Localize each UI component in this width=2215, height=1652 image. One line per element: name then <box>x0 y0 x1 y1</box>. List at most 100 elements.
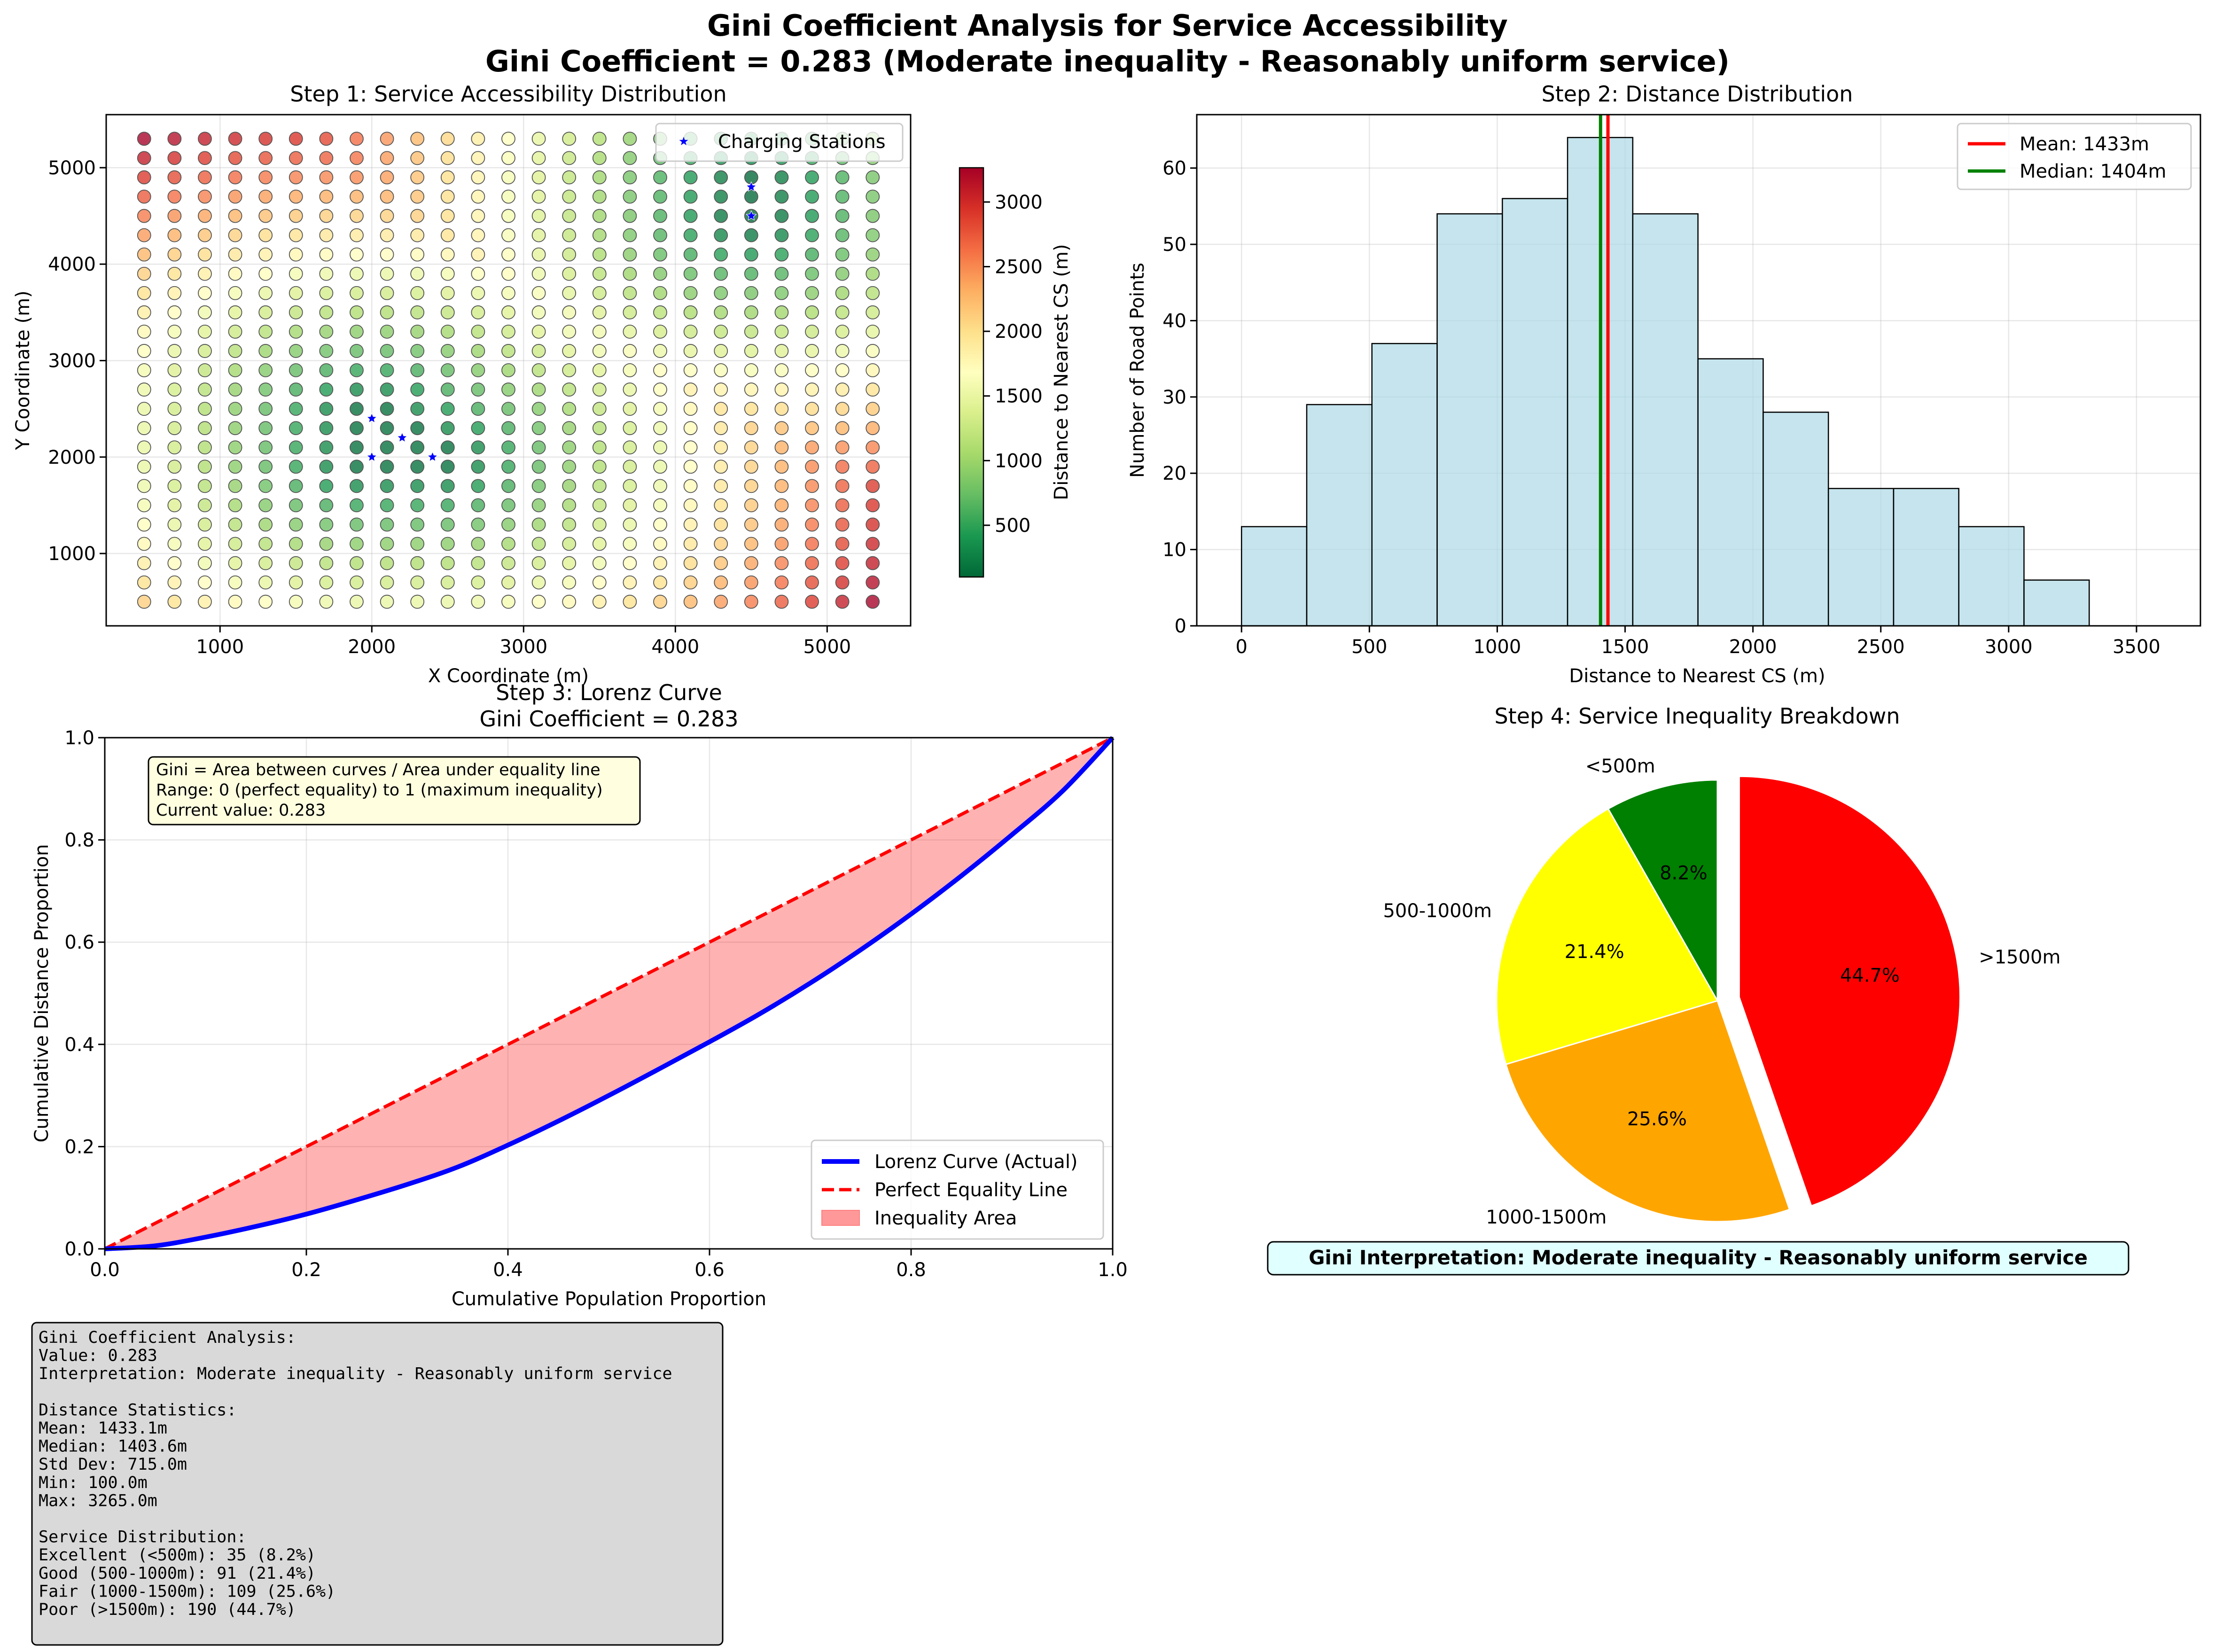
road-point <box>198 189 212 204</box>
road-point <box>562 594 577 609</box>
histogram-y-tick-label: 20 <box>1162 463 1186 484</box>
road-point <box>137 132 151 146</box>
road-point <box>744 324 758 339</box>
road-point <box>228 460 242 474</box>
area-legend-label: Inequality Area <box>874 1208 1017 1229</box>
road-point <box>319 575 334 590</box>
road-point <box>866 189 880 204</box>
road-point <box>714 305 728 319</box>
road-point <box>319 556 334 570</box>
road-point <box>774 421 789 436</box>
road-point <box>744 460 758 474</box>
road-point <box>501 479 515 493</box>
road-point <box>350 286 364 300</box>
road-point <box>866 556 880 570</box>
road-point <box>137 517 151 532</box>
road-point <box>137 498 151 513</box>
road-point <box>805 440 819 455</box>
road-point <box>137 209 151 223</box>
road-point <box>653 266 667 281</box>
road-point <box>562 537 577 551</box>
road-point <box>410 132 425 146</box>
road-point <box>866 498 880 513</box>
road-point <box>531 132 546 146</box>
road-point <box>562 344 577 358</box>
road-point <box>350 382 364 397</box>
road-point <box>198 266 212 281</box>
pie-category-label: 500-1000m <box>1383 900 1492 922</box>
road-point <box>410 517 425 532</box>
road-point <box>835 440 850 455</box>
road-point <box>137 286 151 300</box>
colorbar-tick-label: 1500 <box>995 386 1043 407</box>
road-point <box>410 189 425 204</box>
road-point <box>683 247 698 262</box>
road-point <box>683 479 698 493</box>
road-point <box>350 344 364 358</box>
histogram-x-tick-label: 2000 <box>1729 636 1777 658</box>
road-point <box>167 247 182 262</box>
road-point <box>744 575 758 590</box>
road-point <box>289 228 303 242</box>
colorbar-tick-label: 3000 <box>995 192 1043 213</box>
road-point <box>562 170 577 185</box>
road-point <box>167 440 182 455</box>
road-point <box>531 402 546 416</box>
road-point <box>319 421 334 436</box>
lorenz-title-line1: Step 3: Lorenz Curve <box>496 680 722 705</box>
road-point <box>440 537 455 551</box>
road-point <box>866 402 880 416</box>
road-point <box>623 189 637 204</box>
road-point <box>714 189 728 204</box>
road-point <box>228 266 242 281</box>
road-point <box>289 286 303 300</box>
histogram-y-tick-label: 30 <box>1162 387 1186 408</box>
lorenz-y-tick-label: 0.0 <box>64 1239 94 1260</box>
road-point <box>319 151 334 165</box>
road-point <box>653 440 667 455</box>
road-point <box>714 286 728 300</box>
histogram-bar <box>1893 488 1959 627</box>
summary-line: Median: 1403.6m <box>39 1437 187 1456</box>
road-point <box>167 421 182 436</box>
road-point <box>440 266 455 281</box>
road-point <box>714 228 728 242</box>
road-point <box>714 209 728 223</box>
road-point <box>562 440 577 455</box>
pie-slices: 8.2% <500m 21.4% 500-1000m 25.6% 1000-1500m 44… <box>1383 756 2060 1228</box>
summary-line: Interpretation: Moderate inequality - Re… <box>39 1364 672 1383</box>
road-point <box>531 363 546 377</box>
road-point <box>866 594 880 609</box>
road-point <box>167 479 182 493</box>
road-point <box>167 344 182 358</box>
road-point <box>167 209 182 223</box>
road-point <box>562 247 577 262</box>
road-point <box>562 151 577 165</box>
road-point <box>805 382 819 397</box>
summary-line: Max: 3265.0m <box>39 1491 157 1510</box>
road-point <box>653 363 667 377</box>
road-point <box>774 556 789 570</box>
road-point <box>228 421 242 436</box>
road-point <box>410 421 425 436</box>
road-point <box>410 286 425 300</box>
summary-line: Excellent (<500m): 35 (8.2%) <box>39 1546 316 1565</box>
summary-line: Std Dev: 715.0m <box>39 1455 187 1474</box>
road-point <box>228 556 242 570</box>
road-point <box>198 537 212 551</box>
road-point <box>380 556 394 570</box>
road-point <box>714 575 728 590</box>
road-point <box>683 440 698 455</box>
lorenz-legend-label: Lorenz Curve (Actual) <box>874 1151 1078 1173</box>
road-point <box>167 498 182 513</box>
histogram-bar <box>2023 579 2090 627</box>
road-point <box>531 266 546 281</box>
road-point <box>562 363 577 377</box>
histogram-xlabel: Distance to Nearest CS (m) <box>1569 665 1825 687</box>
road-point <box>289 209 303 223</box>
road-point <box>137 575 151 590</box>
histogram-y-tick-label: 10 <box>1162 539 1186 561</box>
road-point <box>258 266 273 281</box>
road-point <box>653 479 667 493</box>
road-point <box>167 537 182 551</box>
